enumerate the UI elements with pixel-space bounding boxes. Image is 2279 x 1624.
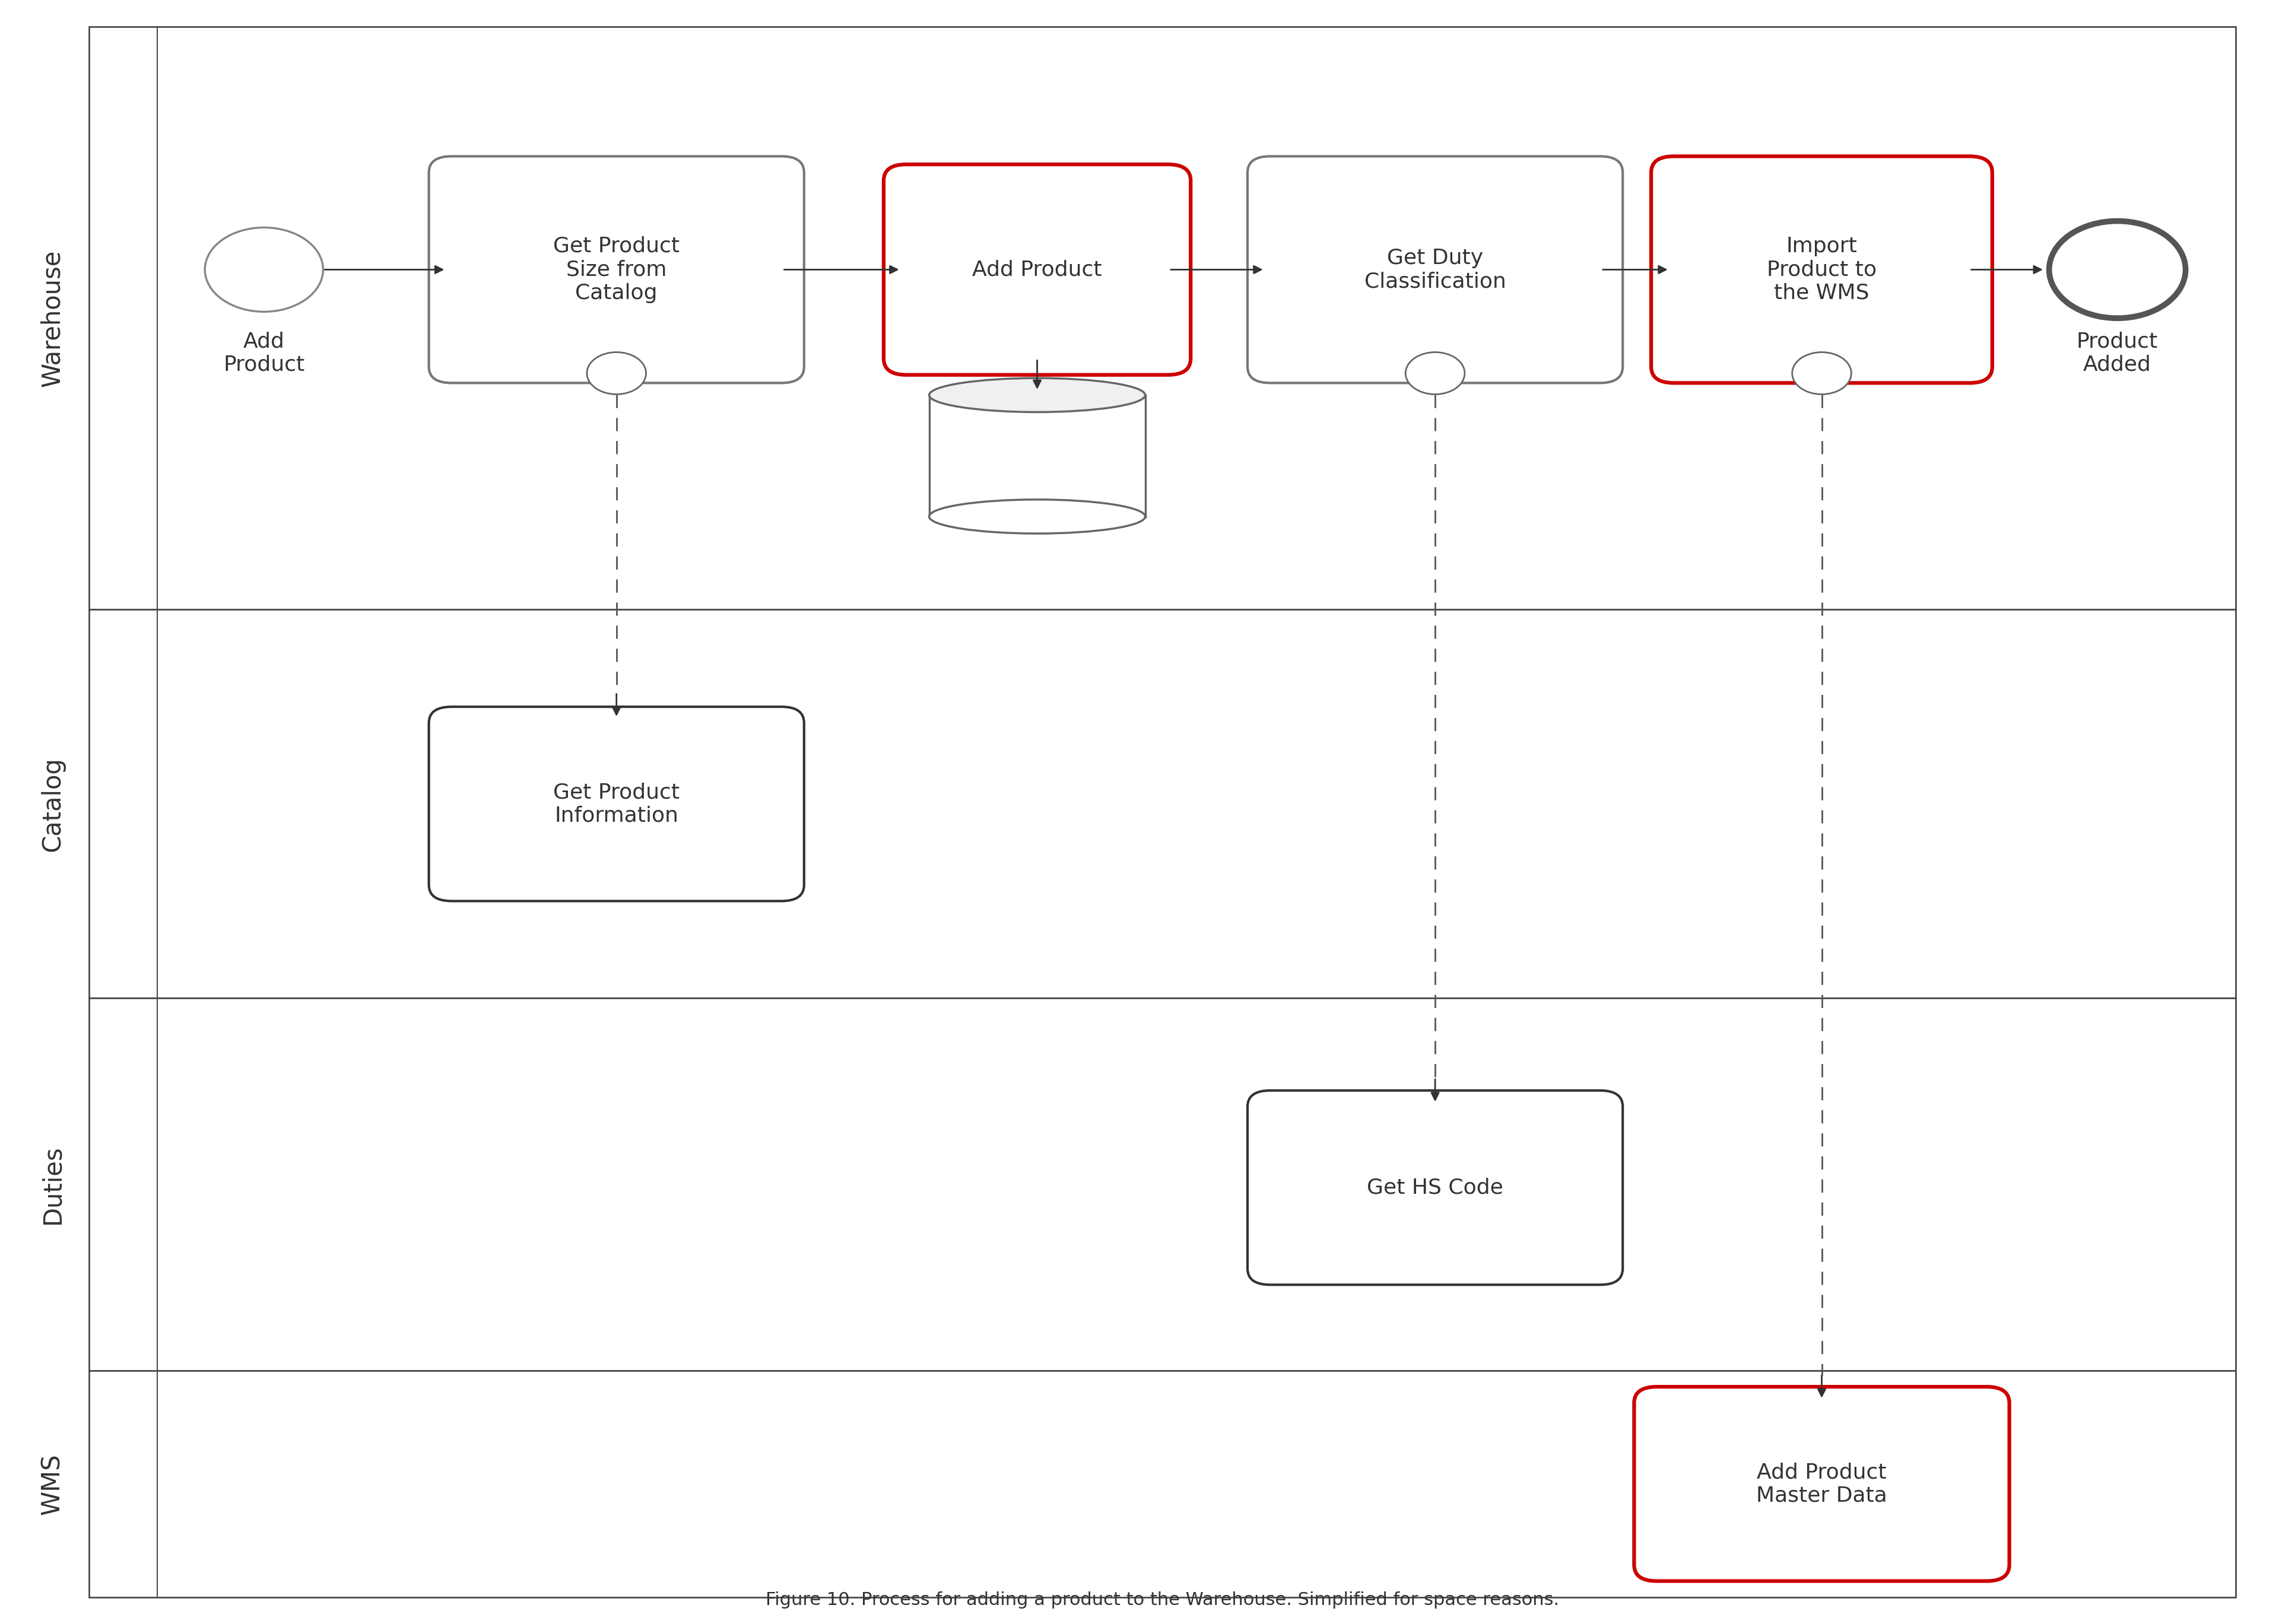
Text: Figure 10. Process for adding a product to the Warehouse. Simplified for space r: Figure 10. Process for adding a product … bbox=[766, 1592, 1559, 1609]
Ellipse shape bbox=[930, 500, 1144, 534]
Circle shape bbox=[588, 352, 645, 395]
Circle shape bbox=[1791, 352, 1851, 395]
FancyBboxPatch shape bbox=[1247, 156, 1623, 383]
Text: Get Product
Size from
Catalog: Get Product Size from Catalog bbox=[554, 235, 679, 304]
FancyBboxPatch shape bbox=[428, 706, 804, 901]
Text: Add Product: Add Product bbox=[973, 260, 1103, 279]
Ellipse shape bbox=[930, 378, 1144, 412]
Text: Import
Product to
the WMS: Import Product to the WMS bbox=[1766, 235, 1876, 304]
Bar bbox=[89, 26, 2236, 609]
FancyBboxPatch shape bbox=[1634, 1387, 2010, 1582]
Text: Catalog: Catalog bbox=[41, 757, 66, 851]
Text: Warehouse: Warehouse bbox=[41, 250, 66, 387]
Text: Add Product
Master Data: Add Product Master Data bbox=[1757, 1462, 1887, 1505]
Text: Add
Product: Add Product bbox=[223, 331, 305, 375]
FancyBboxPatch shape bbox=[428, 156, 804, 383]
Bar bbox=[89, 609, 2236, 999]
FancyBboxPatch shape bbox=[1247, 1090, 1623, 1285]
FancyBboxPatch shape bbox=[884, 164, 1190, 375]
Text: WMS: WMS bbox=[41, 1453, 66, 1515]
Text: Product
Added: Product Added bbox=[2076, 331, 2158, 375]
Bar bbox=[89, 999, 2236, 1371]
Bar bbox=[89, 1371, 2236, 1598]
Text: Duties: Duties bbox=[41, 1145, 66, 1224]
Bar bbox=[930, 395, 1144, 516]
Circle shape bbox=[2049, 221, 2186, 318]
Text: Get Product
Information: Get Product Information bbox=[554, 783, 679, 825]
Circle shape bbox=[1406, 352, 1465, 395]
Text: Get HS Code: Get HS Code bbox=[1367, 1177, 1504, 1199]
Text: Get Duty
Classification: Get Duty Classification bbox=[1365, 248, 1506, 291]
Circle shape bbox=[205, 227, 324, 312]
FancyBboxPatch shape bbox=[1652, 156, 1992, 383]
